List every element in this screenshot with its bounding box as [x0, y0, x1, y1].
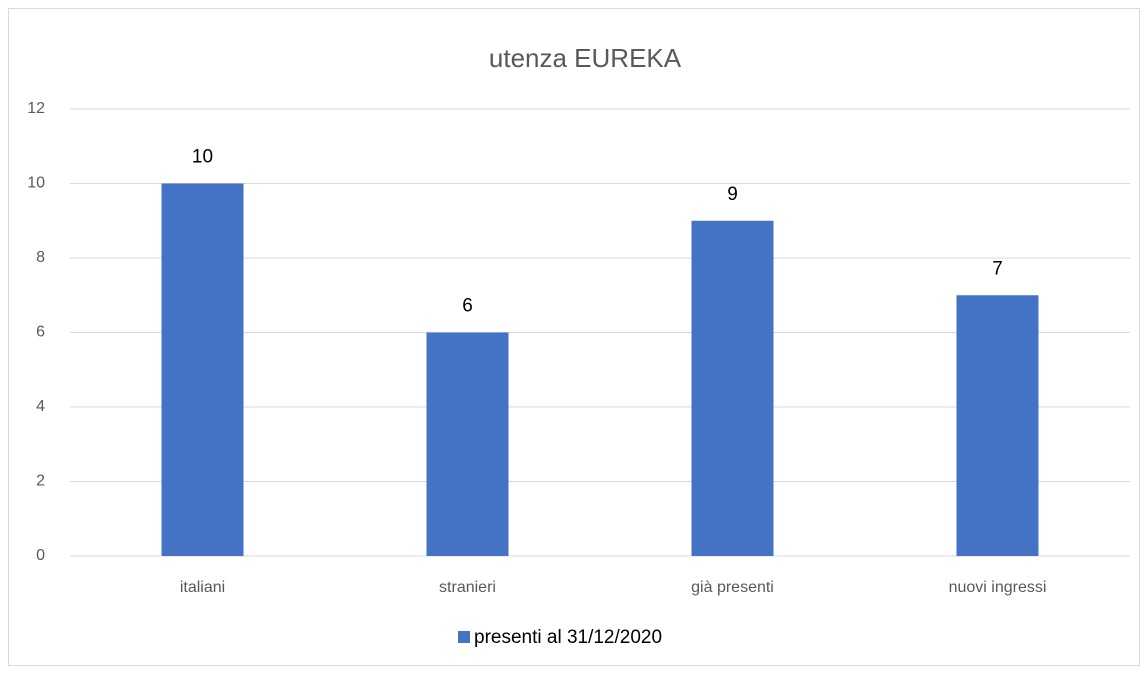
- y-tick-label: 8: [36, 249, 45, 266]
- chart-title: utenza EUREKA: [489, 43, 682, 73]
- y-tick-label: 10: [27, 175, 45, 192]
- x-tick-label: italiani: [180, 579, 225, 596]
- y-tick-label: 12: [27, 100, 45, 117]
- bar: [426, 332, 509, 556]
- x-tick-label: già presenti: [691, 579, 774, 596]
- x-tick-label: stranieri: [439, 579, 496, 596]
- legend-label: presenti al 31/12/2020: [474, 627, 662, 648]
- y-tick-label: 4: [36, 398, 45, 415]
- bar: [956, 295, 1039, 556]
- x-tick-label: nuovi ingressi: [949, 579, 1047, 596]
- data-label: 9: [727, 184, 738, 205]
- y-tick-label: 6: [36, 324, 45, 341]
- y-tick-label: 2: [36, 473, 45, 490]
- bar: [161, 183, 244, 556]
- data-label: 7: [992, 258, 1003, 279]
- data-label: 10: [192, 147, 213, 168]
- legend-swatch: [458, 631, 470, 643]
- y-tick-label: 0: [36, 547, 45, 564]
- data-label: 6: [462, 296, 473, 317]
- bar: [691, 220, 774, 556]
